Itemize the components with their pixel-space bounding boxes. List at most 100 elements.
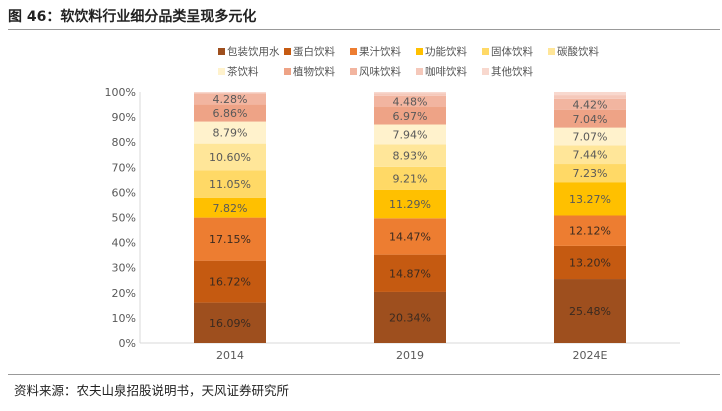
legend-label: 蛋白饮料: [293, 46, 335, 58]
data-label: 4.48%: [393, 95, 428, 108]
legend-swatch: [482, 68, 489, 75]
data-label: 7.04%: [573, 113, 608, 126]
title-divider: [8, 29, 720, 30]
legend-swatch: [482, 48, 489, 55]
x-tick-label: 2019: [396, 349, 424, 362]
legend-swatch: [416, 48, 423, 55]
data-label: 8.79%: [213, 127, 248, 140]
legend-item: 风味饮料: [350, 64, 416, 84]
data-label: 7.07%: [573, 130, 608, 143]
legend-item: 咖啡饮料: [416, 64, 482, 84]
data-label: 4.28%: [213, 93, 248, 106]
bar-segment: [374, 107, 446, 125]
legend-label: 功能饮料: [425, 46, 467, 58]
y-tick-label: 90%: [112, 111, 136, 124]
legend-item: 固体饮料: [482, 44, 548, 64]
bar-segment: [554, 182, 626, 216]
legend-swatch: [218, 68, 225, 75]
data-label: 7.44%: [573, 149, 608, 162]
data-label: 20.34%: [389, 311, 431, 324]
bar-segment: [374, 95, 446, 108]
bar-segment: [554, 95, 626, 99]
bar-segment: [374, 254, 446, 292]
data-label: 13.27%: [569, 193, 611, 206]
bar-segment: [194, 121, 266, 144]
y-tick-label: 20%: [112, 287, 136, 300]
bar-segment: [374, 189, 446, 219]
legend-item: 茶饮料: [218, 64, 284, 84]
y-tick-label: 40%: [112, 237, 136, 250]
legend-item: 其他饮料: [482, 64, 548, 84]
bar-segment: [194, 260, 266, 303]
legend-swatch: [284, 68, 291, 75]
bar-segment: [554, 164, 626, 183]
bar-segment: [554, 109, 626, 128]
data-label: 13.20%: [569, 256, 611, 269]
data-label: 16.72%: [209, 276, 251, 289]
data-label: 6.97%: [393, 110, 428, 123]
legend-label: 包装饮用水: [227, 46, 280, 58]
bar-segment: [194, 170, 266, 198]
data-label: 16.09%: [209, 317, 251, 330]
legend-swatch: [218, 48, 225, 55]
legend-label: 茶饮料: [227, 66, 259, 78]
y-tick-label: 70%: [112, 161, 136, 174]
data-label: 7.82%: [213, 202, 248, 215]
legend-label: 碳酸饮料: [557, 46, 599, 58]
legend-item: 蛋白饮料: [284, 44, 350, 64]
y-tick-label: 50%: [112, 212, 136, 225]
bar-segment: [554, 92, 626, 96]
source-note: 资料来源：农夫山泉招股说明书，天风证券研究所: [14, 383, 290, 398]
bar-segment: [554, 279, 626, 343]
bar-segment: [374, 291, 446, 343]
bar-segment: [374, 92, 446, 94]
bar-segment: [374, 218, 446, 255]
x-tick-label: 2024E: [573, 349, 608, 362]
legend-label: 风味饮料: [359, 66, 401, 78]
legend-item: 果汁饮料: [350, 44, 416, 64]
bar-segment: [374, 124, 446, 145]
legend-swatch: [416, 68, 423, 75]
bar-segment: [194, 93, 266, 105]
bar-segment: [374, 144, 446, 167]
y-tick-label: 80%: [112, 136, 136, 149]
legend-swatch: [350, 68, 357, 75]
legend-item: 功能饮料: [416, 44, 482, 64]
bar-segment: [194, 143, 266, 171]
y-tick-label: 0%: [119, 337, 136, 350]
figure-title: 图 46：软饮料行业细分品类呈现多元化: [8, 9, 257, 25]
legend: 包装饮用水 蛋白饮料 果汁饮料 功能饮料 固体饮料 碳酸饮料茶饮料 植物饮料 风味饮料 咖啡饮料…: [218, 44, 618, 84]
y-tick-label: 10%: [112, 312, 136, 325]
data-label: 17.15%: [209, 233, 251, 246]
legend-label: 咖啡饮料: [425, 66, 467, 78]
footer-divider: [8, 374, 720, 375]
legend-label: 其他饮料: [491, 66, 533, 78]
bar-segment: [554, 145, 626, 165]
bar-segment: [194, 92, 266, 93]
data-label: 7.23%: [573, 167, 608, 180]
data-label: 11.05%: [209, 178, 251, 191]
bar-segment: [194, 197, 266, 218]
legend-item: 植物饮料: [284, 64, 350, 84]
legend-swatch: [284, 48, 291, 55]
bar-segment: [554, 215, 626, 246]
data-label: 8.93%: [393, 150, 428, 163]
legend-label: 植物饮料: [293, 66, 335, 78]
legend-swatch: [350, 48, 357, 55]
bar-segment: [194, 302, 266, 343]
bar-segment: [374, 93, 446, 96]
data-label: 25.48%: [569, 305, 611, 318]
data-label: 10.60%: [209, 151, 251, 164]
data-label: 14.87%: [389, 267, 431, 280]
bar-segment: [194, 217, 266, 261]
x-tick-label: 2014: [216, 349, 244, 362]
data-label: 12.12%: [569, 225, 611, 238]
bar-segment: [374, 166, 446, 190]
legend-swatch: [548, 48, 555, 55]
data-label: 11.29%: [389, 198, 431, 211]
legend-label: 固体饮料: [491, 46, 533, 58]
bar-segment: [194, 104, 266, 122]
data-label: 7.94%: [393, 128, 428, 141]
bar-segment: [194, 92, 266, 94]
